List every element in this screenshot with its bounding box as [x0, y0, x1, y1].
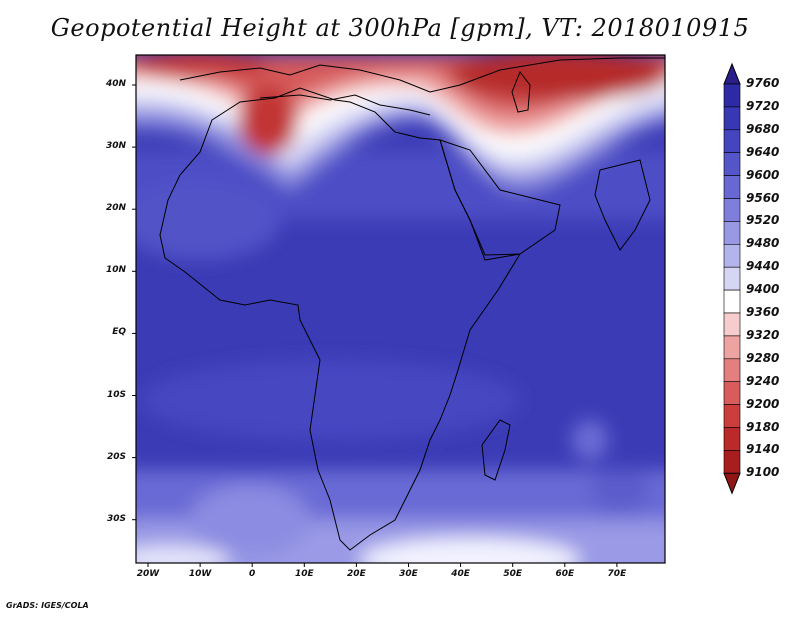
- lon-label: 60E: [555, 569, 575, 579]
- lat-label: 40N: [105, 79, 126, 89]
- colorbar-segment: [723, 106, 741, 131]
- colorbar-level-label: 9200: [746, 396, 780, 411]
- colorbar-level-label: 9280: [746, 350, 780, 365]
- lon-label: 10W: [188, 569, 212, 579]
- colorbar-level-label: 9240: [746, 373, 780, 388]
- colorbar-segment: [723, 450, 741, 474]
- lat-label: 10S: [106, 389, 126, 400]
- lon-label: 20E: [347, 569, 366, 579]
- colorbar-segment: [723, 404, 741, 428]
- colorbar-segment: [723, 335, 741, 360]
- colorbar: [723, 62, 741, 495]
- lat-label: 20S: [106, 451, 126, 462]
- india-coastline: [594, 159, 651, 251]
- lon-label: 70E: [607, 569, 627, 579]
- colorbar-level-label: 9480: [746, 236, 780, 251]
- colorbar-segment: [723, 244, 741, 268]
- colorbar-level-label: 9640: [746, 144, 780, 159]
- lat-label: 20N: [105, 203, 126, 214]
- lon-label: 40E: [451, 569, 470, 579]
- colorbar-segment: [723, 266, 741, 291]
- colorbar-segment: [723, 312, 741, 337]
- colorbar-segment: [723, 129, 741, 154]
- lon-label: 30E: [399, 569, 418, 579]
- height-field: [136, 55, 665, 563]
- lat-label: EQ: [112, 327, 126, 338]
- colorbar-segment: [723, 83, 741, 108]
- colorbar-level-label: 9360: [746, 305, 780, 319]
- colorbar-segment: [723, 427, 741, 451]
- colorbar-bottom-arrow: [723, 472, 741, 495]
- lat-label: 30S: [106, 513, 126, 524]
- lat-label: 10N: [105, 265, 126, 276]
- colorbar-level-label: 9680: [746, 121, 780, 136]
- colorbar-level-label: 9720: [746, 98, 780, 113]
- colorbar-level-label: 9140: [746, 442, 780, 457]
- colorbar-segment: [723, 381, 741, 405]
- europe-coastline: [179, 57, 665, 93]
- colorbar-level-label: 9100: [746, 465, 780, 480]
- colorbar-level-label: 9520: [746, 213, 780, 228]
- grads-footer: GrADS: IGES/COLA: [6, 601, 89, 610]
- colorbar-level-label: 9760: [746, 76, 780, 90]
- colorbar-segment: [723, 358, 741, 382]
- colorbar-level-label: 9400: [746, 282, 780, 297]
- colorbar-segment: [723, 175, 741, 199]
- lon-label: 50E: [503, 569, 523, 579]
- colorbar-segment: [723, 289, 741, 314]
- tick-marks: [132, 84, 618, 567]
- colorbar-level-label: 9180: [746, 419, 780, 434]
- colorbar-level-label: 9600: [746, 167, 780, 182]
- lon-label: 0: [249, 569, 256, 579]
- africa-coastline: [159, 87, 522, 551]
- madagascar-coastline: [481, 419, 511, 481]
- lon-label: 20W: [136, 569, 160, 579]
- coastlines: [159, 57, 665, 551]
- plot-frame: [135, 54, 666, 564]
- lat-label: 30N: [105, 141, 126, 152]
- lon-label: 10E: [294, 569, 314, 579]
- colorbar-top-arrow: [723, 62, 741, 85]
- mediterranean-coastline: [259, 94, 431, 116]
- colorbar-segment: [723, 198, 741, 222]
- colorbar-level-label: 9440: [746, 259, 780, 274]
- map-title: Geopotential Height at 300hPa [gpm], VT:…: [50, 14, 750, 42]
- colorbar-level-label: 9560: [746, 190, 780, 205]
- colorbar-level-label: 9320: [746, 327, 780, 342]
- caspian-coastline: [511, 70, 531, 113]
- colorbar-segment: [723, 221, 741, 245]
- colorbar-segment: [723, 152, 741, 176]
- arabia-coastline: [439, 139, 561, 256]
